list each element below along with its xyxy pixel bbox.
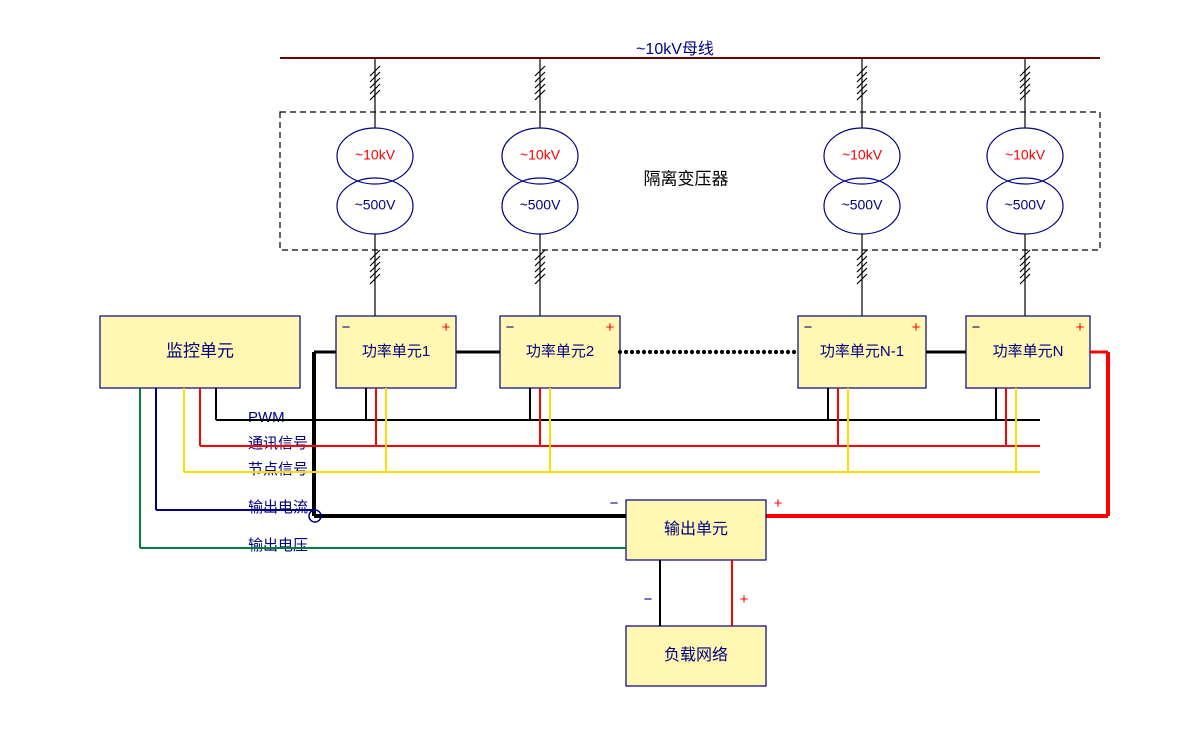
transformer-secondary-label: ~500V (520, 197, 562, 213)
power-unit-label: 功率单元2 (526, 343, 594, 360)
signal-label-out_curr: 输出电流 (248, 499, 308, 516)
terminal-plus: + (1076, 319, 1085, 336)
diagram-canvas: ~10kV母线隔离变压器 ~10kV ~500V ~10kV ~500V ~10kV ~50… (0, 0, 1188, 742)
busbar-label: ~10kV母线 (636, 40, 714, 58)
output-neg-label: − (644, 591, 653, 608)
transformer-primary-label: ~10kV (1005, 147, 1046, 163)
transformer-primary-label: ~10kV (355, 147, 396, 163)
output-unit-pos-terminal: + (774, 495, 783, 512)
terminal-minus: − (804, 319, 813, 336)
power-unit-label: 功率单元1 (362, 343, 430, 360)
load-label: 负载网络 (664, 645, 728, 664)
power-unit-label: 功率单元N-1 (820, 343, 904, 360)
monitor-unit-label: 监控单元 (166, 341, 234, 360)
transformer-secondary-label: ~500V (842, 197, 884, 213)
signal-label-out_volt: 输出电压 (248, 537, 308, 554)
terminal-plus: + (442, 319, 451, 336)
output-pos-label: + (740, 591, 749, 608)
transformer-secondary-label: ~500V (355, 197, 397, 213)
output-unit-label: 输出单元 (664, 520, 728, 538)
signal-label-PWM: PWM (248, 409, 285, 426)
transformer-primary-label: ~10kV (520, 147, 561, 163)
transformer-secondary-label: ~500V (1005, 197, 1047, 213)
terminal-minus: − (972, 319, 981, 336)
transformer-primary-label: ~10kV (842, 147, 883, 163)
power-unit-label: 功率单元N (993, 343, 1064, 360)
terminal-plus: + (606, 319, 615, 336)
terminal-minus: − (342, 319, 351, 336)
terminal-plus: + (912, 319, 921, 336)
terminal-minus: − (506, 319, 515, 336)
signal-label-node: 节点信号 (248, 461, 308, 478)
isolation-transformer-label: 隔离变压器 (644, 169, 729, 188)
output-unit-neg-terminal: − (610, 495, 619, 512)
signal-label-comm: 通讯信号 (248, 435, 308, 452)
